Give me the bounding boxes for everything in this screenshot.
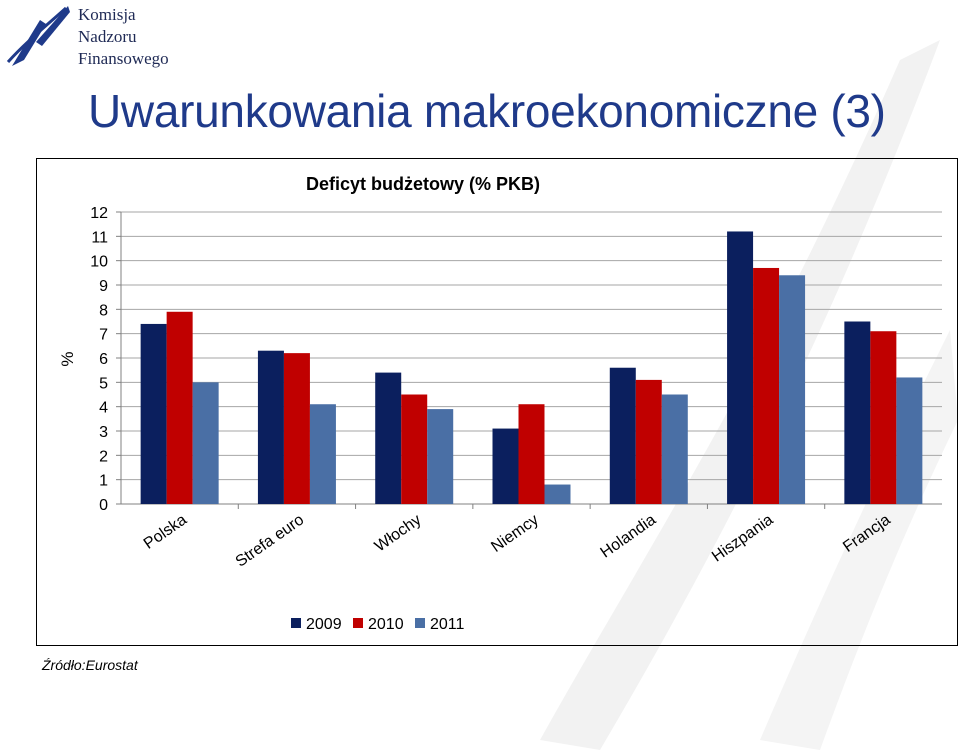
- legend-swatch-2011: [415, 618, 425, 628]
- bar-holandia-2010: [635, 379, 662, 504]
- x-tick-label: Strefa euro: [233, 511, 308, 570]
- x-tick-label: Polska: [141, 511, 190, 553]
- bar-francja-2009: [844, 321, 871, 504]
- chart-frame: [36, 158, 958, 646]
- y-tick-label: 11: [91, 229, 108, 246]
- bar-strefa-euro-2010: [283, 353, 310, 504]
- bar-strefa-euro-2011: [309, 404, 336, 504]
- bar-hiszpania-2009: [727, 231, 754, 504]
- bar-polska-2011: [192, 382, 219, 504]
- x-tick-label: Francja: [840, 511, 894, 556]
- y-tick-label: 8: [99, 302, 108, 319]
- logo-line-1: Komisja: [78, 5, 136, 24]
- y-tick-label: 6: [99, 351, 108, 368]
- bar-francja-2010: [870, 331, 897, 504]
- bar-niemcy-2009: [492, 428, 519, 504]
- y-tick-label: 1: [99, 473, 108, 490]
- x-tick-label: Niemcy: [488, 511, 541, 556]
- legend: 2009 2010 2011: [291, 616, 465, 633]
- y-tick-label: 3: [99, 424, 108, 441]
- logo-line-3: Finansowego: [78, 49, 169, 68]
- chart-title: Deficyt budżetowy (% PKB): [306, 174, 540, 194]
- knf-logo-text: Komisja Nadzoru Finansowego: [78, 4, 169, 70]
- knf-logo-mark-icon: [6, 6, 70, 66]
- legend-swatch-2010: [353, 618, 363, 628]
- bar-polska-2010: [166, 311, 193, 504]
- bar-hiszpania-2011: [779, 275, 806, 504]
- bar-włochy-2010: [401, 394, 428, 504]
- legend-swatch-2009: [291, 618, 301, 628]
- legend-label-2010: 2010: [368, 616, 404, 633]
- bar-polska-2009: [140, 323, 167, 504]
- bar-włochy-2011: [427, 409, 454, 504]
- bar-holandia-2011: [661, 394, 688, 504]
- bars: [140, 231, 923, 504]
- bar-niemcy-2011: [544, 484, 571, 504]
- gridlines: [116, 211, 942, 509]
- knf-logo: Komisja Nadzoru Finansowego: [6, 2, 186, 72]
- y-tick-label: 2: [99, 448, 108, 465]
- source-note: Źródło:Eurostat: [42, 657, 138, 673]
- y-tick-label: 10: [90, 254, 108, 271]
- bar-holandia-2009: [609, 367, 636, 504]
- bar-włochy-2009: [375, 372, 402, 504]
- bar-niemcy-2010: [518, 404, 545, 504]
- y-tick-label: 9: [99, 278, 108, 295]
- bar-francja-2011: [896, 377, 923, 504]
- bar-strefa-euro-2009: [257, 350, 284, 504]
- x-tick-labels: Polska Strefa euro Włochy Niemcy Holandia His…: [141, 511, 894, 570]
- y-tick-label: 5: [99, 375, 108, 392]
- logo-line-2: Nadzoru: [78, 27, 137, 46]
- y-tick-label: 0: [99, 497, 108, 514]
- y-axis-label: %: [58, 351, 77, 366]
- x-tick-label: Holandia: [598, 511, 660, 561]
- legend-label-2011: 2011: [430, 616, 465, 633]
- budget-deficit-chart: Deficyt budżetowy (% PKB) % 012345678910…: [58, 174, 942, 633]
- y-tick-label: 4: [99, 400, 108, 417]
- x-tick-label: Hiszpania: [709, 511, 776, 565]
- y-tick-label: 12: [90, 205, 108, 222]
- legend-label-2009: 2009: [306, 616, 342, 633]
- y-tick-label: 7: [99, 327, 108, 344]
- x-tick-label: Włochy: [372, 511, 425, 555]
- bar-hiszpania-2010: [753, 267, 780, 504]
- slide-title: Uwarunkowania makroekonomiczne (3): [88, 85, 886, 137]
